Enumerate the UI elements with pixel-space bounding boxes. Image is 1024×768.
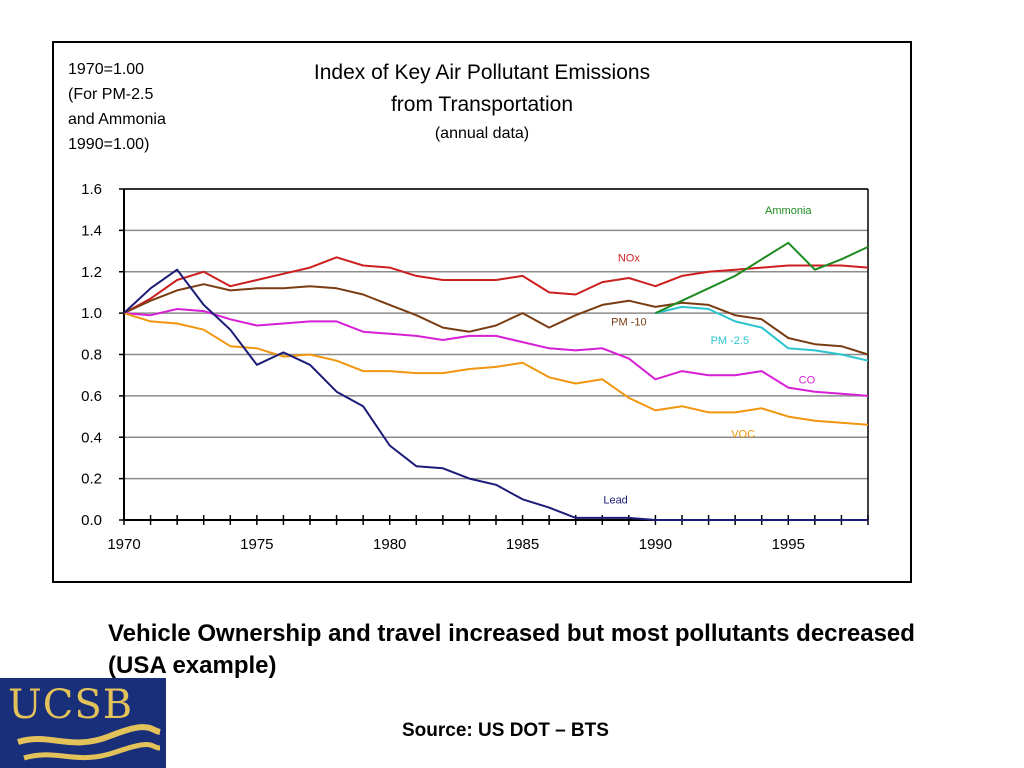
logo-wave-icon bbox=[17, 724, 161, 761]
series-label: PM -10 bbox=[611, 317, 646, 329]
y-tick-label: 1.0 bbox=[81, 305, 102, 322]
series-line-nox bbox=[123, 256, 869, 314]
line-chart: 0.0 0.2 0.4 0.6 0.8 1.0 1.2 1.4 1.6 1970 1975 1980 1… bbox=[81, 181, 869, 553]
series-label: Lead bbox=[603, 494, 627, 506]
series-label: CO bbox=[799, 374, 816, 386]
chart-note-line: 1970=1.00 bbox=[68, 61, 145, 78]
x-tick-label: 1975 bbox=[240, 536, 273, 553]
chart-title: Index of Key Air Pollutant Emissions bbox=[313, 61, 651, 84]
x-tick-label: 1995 bbox=[772, 536, 805, 553]
chart-note-line: 1990=1.00) bbox=[68, 136, 150, 153]
y-tick-label: 0.2 bbox=[81, 471, 102, 488]
y-tick-label: 1.4 bbox=[81, 222, 102, 239]
y-tick-label: 0.4 bbox=[81, 429, 102, 446]
y-tick-label: 1.2 bbox=[81, 264, 102, 281]
series-label: NOx bbox=[618, 252, 641, 264]
series-line-voc bbox=[123, 312, 869, 426]
series-line-co bbox=[123, 308, 869, 397]
chart-note-line: (For PM-2.5 bbox=[68, 86, 154, 103]
x-tick-label: 1970 bbox=[107, 536, 140, 553]
y-tick-label: 0.6 bbox=[81, 388, 102, 405]
ucsb-logo: UCSB bbox=[0, 678, 166, 768]
chart-frame: 1970=1.00 (For PM-2.5 and Ammonia 1990=1… bbox=[52, 41, 912, 583]
chart-subtitle: (annual data) bbox=[434, 125, 530, 142]
slide-caption: Vehicle Ownership and travel increased b… bbox=[108, 620, 915, 679]
series-label: Ammonia bbox=[765, 205, 812, 217]
source-note: Source: US DOT – BTS bbox=[402, 720, 609, 741]
series-line-pm25 bbox=[655, 305, 869, 362]
x-tick-label: 1985 bbox=[506, 536, 539, 553]
x-tick-label: 1980 bbox=[373, 536, 406, 553]
series-line-lead bbox=[123, 268, 868, 521]
chart-note-line: and Ammonia bbox=[68, 111, 166, 128]
series-line-ammonia bbox=[654, 241, 869, 315]
series-label: PM -2.5 bbox=[711, 335, 750, 347]
y-tick-label: 0.0 bbox=[81, 512, 102, 529]
logo-text: UCSB bbox=[8, 682, 134, 728]
x-tick-label: 1990 bbox=[639, 536, 672, 553]
series-label: VOC bbox=[731, 428, 755, 440]
series-line-pm10 bbox=[123, 283, 869, 356]
chart-title-2: from Transportation bbox=[390, 93, 574, 116]
y-tick-label: 1.6 bbox=[81, 181, 102, 198]
y-tick-label: 0.8 bbox=[81, 347, 102, 364]
